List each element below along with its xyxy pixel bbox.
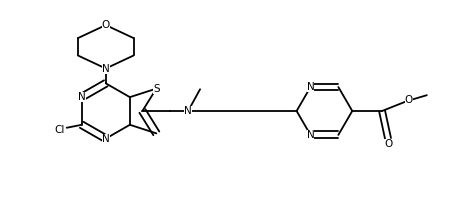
- Text: O: O: [405, 95, 413, 105]
- Text: O: O: [384, 139, 392, 148]
- Text: N: N: [184, 106, 192, 116]
- Text: N: N: [307, 82, 315, 92]
- Text: Cl: Cl: [55, 125, 65, 135]
- Text: S: S: [153, 84, 160, 94]
- Text: N: N: [102, 134, 109, 144]
- Text: N: N: [102, 63, 109, 73]
- Text: N: N: [307, 130, 315, 140]
- Text: O: O: [102, 20, 110, 30]
- Text: N: N: [78, 92, 85, 102]
